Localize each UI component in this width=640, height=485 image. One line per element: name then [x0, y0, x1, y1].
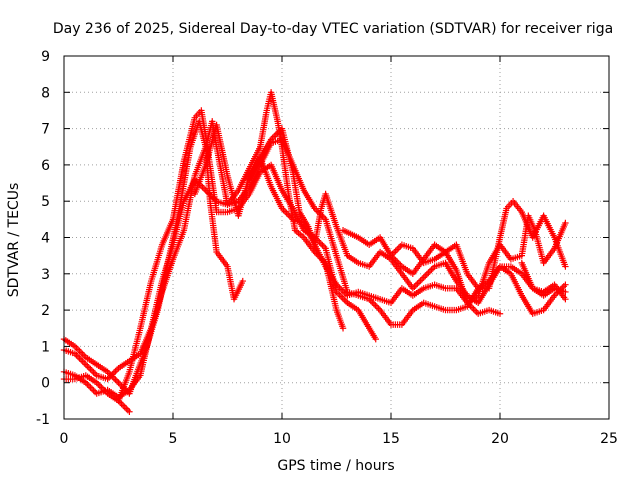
data-point-track-1	[91, 388, 99, 396]
y-tick-label: 5	[41, 194, 50, 210]
y-tick-label: 8	[41, 85, 50, 101]
data-point-track-6	[425, 269, 432, 276]
data-point-track-6	[271, 133, 278, 140]
data-point-track-4	[115, 379, 122, 386]
data-point-track-9	[562, 296, 569, 303]
data-point-track-5	[87, 366, 94, 373]
data-point-track-1	[369, 299, 376, 306]
data-point-track-2	[124, 406, 132, 414]
data-point-track-10	[470, 305, 477, 313]
x-tick-label: 5	[169, 431, 178, 447]
data-point-track-5	[90, 369, 97, 376]
data-point-track-3	[372, 335, 379, 343]
y-axis-label: SDTVAR / TECUs	[6, 183, 22, 298]
data-point-track-2	[121, 403, 128, 411]
x-axis-label: GPS time / hours	[277, 458, 394, 474]
data-point-track-1	[87, 384, 94, 391]
data-point-track-4	[239, 277, 246, 285]
data-point-track-10	[281, 208, 289, 215]
y-tick-label: 2	[41, 303, 50, 319]
data-point-track-2	[126, 408, 133, 415]
axis-ticks: 0 5 10 15 20 25 -1 0 1 2 3 4 5 6 7 8 9	[36, 49, 618, 447]
data-point-track-2	[119, 402, 127, 409]
data-point-track-7	[397, 243, 404, 250]
data-point-track-3	[341, 296, 348, 303]
data-point-track-6	[414, 280, 421, 287]
data-point-track-1	[88, 385, 96, 393]
data-point-track-10	[473, 308, 480, 316]
data-point-track-10	[496, 310, 504, 317]
y-tick-label: -1	[36, 412, 50, 428]
data-point-track-5	[112, 368, 119, 375]
y-tick-label: 7	[41, 122, 50, 138]
data-point-track-7	[562, 263, 569, 270]
data-point-track-4	[74, 346, 82, 353]
x-tick-label: 20	[491, 431, 509, 447]
data-point-track-5	[81, 359, 88, 367]
chart-title: Day 236 of 2025, Sidereal Day-to-day VTE…	[53, 21, 613, 37]
y-tick-label: 1	[41, 339, 50, 355]
data-point-track-6	[415, 278, 423, 286]
data-point-track-6	[417, 277, 424, 284]
data-point-track-5	[88, 367, 96, 374]
data-point-track-1	[85, 382, 93, 390]
data-point-track-7	[392, 247, 399, 255]
data-point-track-6	[420, 274, 427, 281]
data-point-track-1	[199, 183, 206, 191]
data-point-track-1	[562, 288, 569, 296]
data-point-track-3	[317, 240, 325, 247]
data-point-track-6	[423, 271, 431, 278]
data-point-track-2	[123, 405, 130, 412]
data-point-track-1	[372, 302, 379, 309]
data-point-track-1	[375, 305, 382, 312]
data-point-track-7	[394, 246, 401, 253]
data-point-track-1	[373, 303, 381, 311]
data-point-track-4	[113, 377, 121, 385]
y-tick-label: 4	[41, 231, 50, 247]
data-point-track-5	[84, 362, 91, 370]
data-point-track-4	[112, 376, 119, 383]
data-point-track-5	[79, 358, 86, 365]
data-point-track-7	[390, 249, 398, 256]
data-point-track-2	[96, 382, 104, 390]
y-tick-label: 6	[41, 158, 50, 174]
data-point-track-6	[422, 272, 429, 280]
x-tick-label: 0	[60, 431, 69, 447]
x-tick-label: 10	[273, 431, 291, 447]
x-tick-label: 25	[600, 431, 618, 447]
y-tick-label: 0	[41, 376, 50, 392]
data-point-track-6	[418, 275, 426, 283]
data-marks	[60, 89, 569, 415]
data-point-track-6	[562, 281, 569, 288]
data-point-track-8	[562, 219, 569, 227]
y-tick-label: 9	[41, 49, 50, 65]
data-point-track-6	[272, 131, 279, 139]
data-point-track-6	[412, 282, 420, 289]
data-point-track-1	[370, 300, 378, 308]
data-point-track-5	[82, 361, 89, 368]
data-point-track-6	[428, 266, 435, 273]
y-tick-label: 3	[41, 267, 50, 283]
x-tick-label: 15	[382, 431, 400, 447]
data-point-track-5	[339, 325, 347, 332]
data-point-track-5	[85, 364, 93, 371]
data-point-track-3	[319, 242, 326, 249]
